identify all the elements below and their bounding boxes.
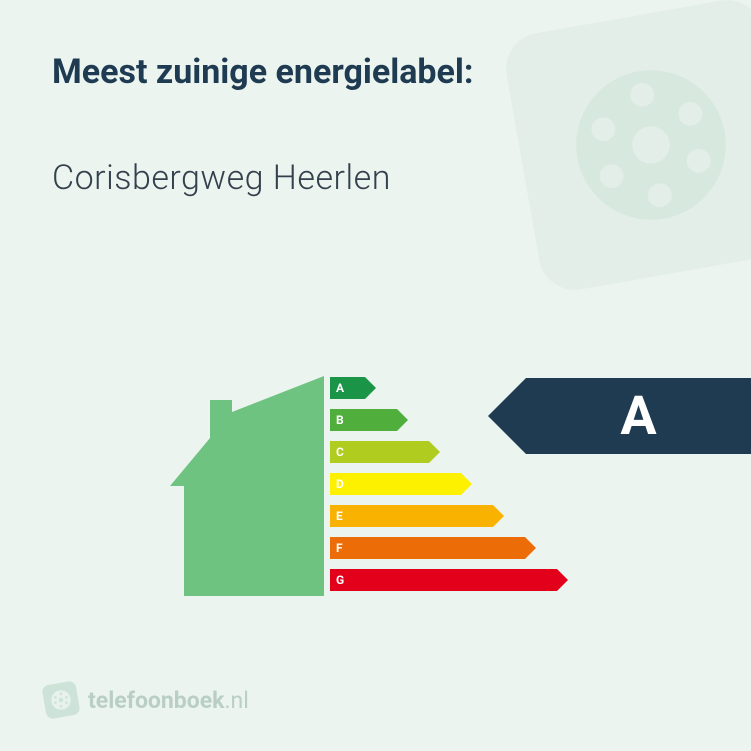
phone-dial-icon <box>553 47 750 244</box>
footer-brand-icon <box>41 680 80 719</box>
bar-arrow-tip <box>429 441 440 463</box>
energy-bar-row: F <box>330 532 557 564</box>
footer-brand-bold: telefoonboek <box>88 687 224 714</box>
bar-arrow-tip <box>397 409 408 431</box>
footer-brand-text: telefoonboek.nl <box>88 687 249 714</box>
house-icon <box>170 376 324 596</box>
energy-bar-label: E <box>336 509 343 523</box>
page-title: Meest zuinige energielabel: <box>52 52 474 92</box>
energy-bar-row: D <box>330 468 557 500</box>
energy-bar-label: A <box>336 381 344 395</box>
energy-bar <box>330 505 493 527</box>
selected-energy-letter: A <box>620 385 656 448</box>
location-name: Corisbergweg Heerlen <box>52 158 391 198</box>
bar-arrow-tip <box>557 569 568 591</box>
energy-bar-label: D <box>336 477 344 491</box>
bar-arrow-tip <box>525 537 536 559</box>
energy-bar <box>330 441 429 463</box>
energy-bar-label: F <box>336 541 343 555</box>
energy-bar-row: G <box>330 564 557 596</box>
energy-bar-label: C <box>336 445 344 459</box>
bar-arrow-tip <box>461 473 472 495</box>
energy-bar <box>330 537 525 559</box>
selected-energy-badge: A <box>526 378 751 454</box>
energy-bar <box>330 569 557 591</box>
footer-brand-tld: .nl <box>224 687 248 714</box>
energy-bar-label: B <box>336 413 344 427</box>
energy-bar-label: G <box>336 573 344 587</box>
watermark-tile <box>500 0 751 296</box>
bar-arrow-tip <box>365 377 376 399</box>
energy-bar-row: E <box>330 500 557 532</box>
bar-arrow-tip <box>493 505 504 527</box>
footer-brand: telefoonboek.nl <box>44 683 249 717</box>
energy-bar <box>330 473 461 495</box>
